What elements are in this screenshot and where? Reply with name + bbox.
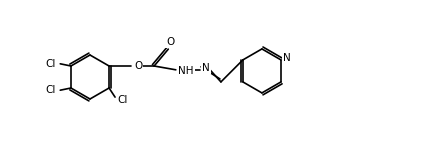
Text: O: O <box>134 61 142 71</box>
Text: Cl: Cl <box>45 85 56 95</box>
Text: N: N <box>283 53 291 63</box>
Text: Cl: Cl <box>45 59 56 69</box>
Text: NH: NH <box>178 66 194 76</box>
Text: O: O <box>166 37 174 47</box>
Text: N: N <box>202 63 210 73</box>
Text: Cl: Cl <box>118 95 128 105</box>
